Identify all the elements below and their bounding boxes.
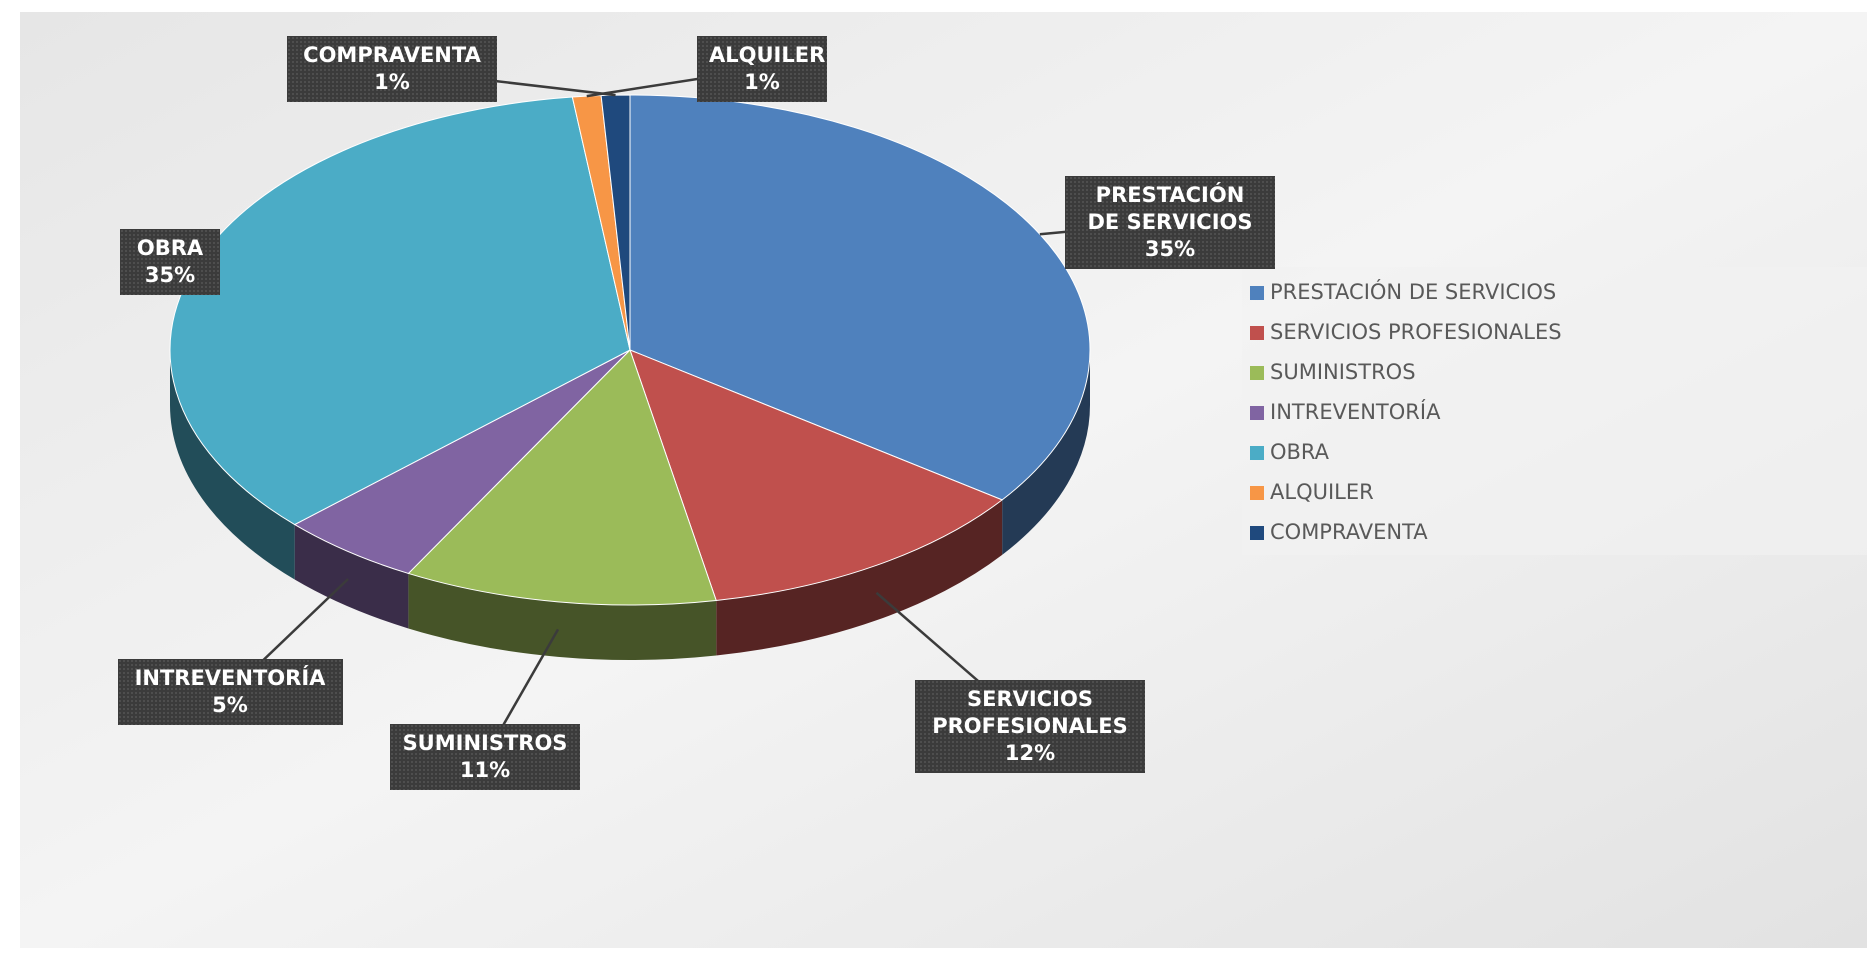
data-label-value: 1% xyxy=(374,70,410,94)
legend-label: OBRA xyxy=(1270,440,1330,464)
legend-label: COMPRAVENTA xyxy=(1270,520,1428,544)
data-label-value: 35% xyxy=(144,263,196,287)
slice-side xyxy=(1002,350,1090,555)
data-label-name: SUMINISTROS xyxy=(402,731,568,755)
data-label-name: INTREVENTORÍA xyxy=(134,666,326,690)
data-label: ALQUILER 1% xyxy=(697,36,827,102)
slice-side xyxy=(170,350,295,580)
legend-swatch xyxy=(1250,446,1264,460)
legend-label: SERVICIOS PROFESIONALES xyxy=(1270,320,1562,344)
legend-label: SUMINISTROS xyxy=(1270,360,1416,384)
data-label-value: 1% xyxy=(744,70,780,94)
legend-swatch xyxy=(1250,286,1264,300)
slice-side xyxy=(294,524,409,629)
data-label: OBRA 35% xyxy=(120,229,220,295)
legend-box xyxy=(1242,267,1867,555)
data-label-name: OBRA xyxy=(136,236,204,260)
data-label: SUMINISTROS 11% xyxy=(390,724,580,790)
data-label-name: COMPRAVENTA xyxy=(303,43,481,67)
legend-swatch xyxy=(1250,526,1264,540)
data-label: INTREVENTORÍA 5% xyxy=(117,659,343,725)
legend-swatch xyxy=(1250,486,1264,500)
slice-side xyxy=(716,499,1003,656)
slice xyxy=(407,349,717,606)
data-label-value: 11% xyxy=(459,758,511,782)
data-label-value: 35% xyxy=(1144,236,1196,261)
legend-label: INTREVENTORÍA xyxy=(1270,399,1441,424)
slice xyxy=(293,349,631,575)
legend-swatch xyxy=(1250,326,1264,340)
data-label-value: 5% xyxy=(212,693,248,717)
data-label-name: SERVICIOS PROFESIONALES xyxy=(932,686,1128,738)
data-label: SERVICIOS PROFESIONALES 12% xyxy=(915,679,1145,773)
data-label: COMPRAVENTA 1% xyxy=(287,36,497,102)
legend-swatch xyxy=(1250,406,1264,420)
data-label-name: PRESTACIÓN DE SERVICIOS xyxy=(1087,182,1253,234)
slice xyxy=(629,349,1004,602)
chart: PRESTACIÓN DE SERVICIOS SERVICIOS PROFESI… xyxy=(20,12,1867,948)
legend-label: ALQUILER xyxy=(1270,480,1374,504)
slice xyxy=(629,94,1091,501)
data-label: PRESTACIÓN DE SERVICIOS 35% xyxy=(1065,175,1275,269)
legend-swatch xyxy=(1250,366,1264,380)
data-label-value: 12% xyxy=(1004,740,1056,765)
slice-side xyxy=(408,573,717,661)
legend-label: PRESTACIÓN DE SERVICIOS xyxy=(1270,279,1556,304)
data-label-name: ALQUILER xyxy=(709,43,826,67)
